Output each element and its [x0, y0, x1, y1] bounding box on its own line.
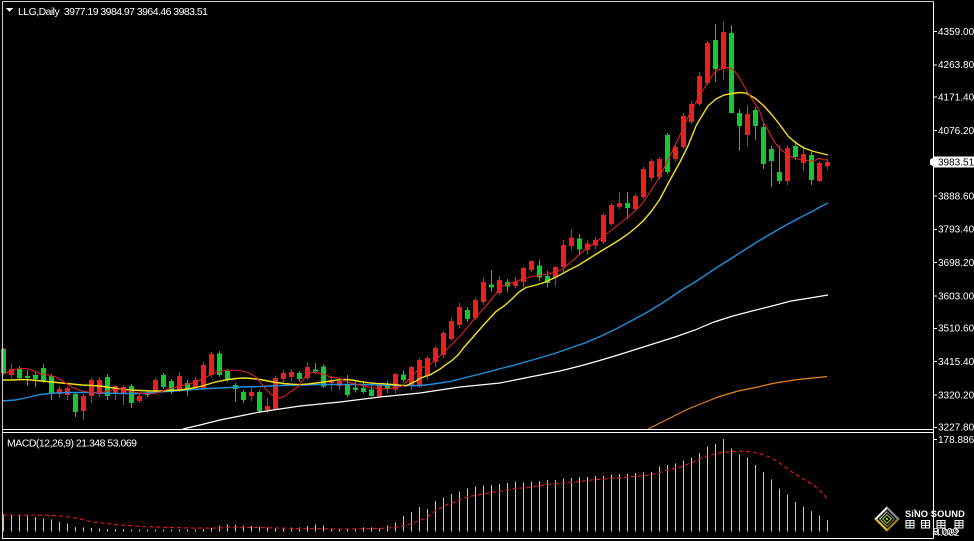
svg-text:3698.20: 3698.20: [938, 258, 974, 269]
svg-text:4171.40: 4171.40: [938, 93, 974, 104]
svg-text:4359.00: 4359.00: [938, 27, 974, 38]
svg-text:3510.60: 3510.60: [938, 324, 974, 335]
svg-text:3415.40: 3415.40: [938, 357, 974, 368]
svg-text:MACD(12,26,9) 21.348 53.069: MACD(12,26,9) 21.348 53.069: [7, 438, 137, 450]
svg-text:LLG,Daily 3977.19 3984.97 396: LLG,Daily 3977.19 3984.97 3964.46 3983.5…: [18, 6, 208, 18]
svg-text:3983.51: 3983.51: [938, 158, 974, 169]
svg-text:4076.20: 4076.20: [938, 126, 974, 137]
svg-text:3320.20: 3320.20: [938, 390, 974, 401]
svg-text:3603.00: 3603.00: [938, 291, 974, 302]
svg-text:4263.80: 4263.80: [938, 60, 974, 71]
svg-text:3793.40: 3793.40: [938, 225, 974, 236]
svg-text:3888.60: 3888.60: [938, 191, 974, 202]
svg-text:178.886: 178.886: [938, 435, 974, 446]
svg-text:3227.80: 3227.80: [938, 423, 974, 434]
svg-text:4.062: 4.062: [935, 528, 960, 539]
svg-text:0.009: 0.009: [933, 527, 958, 538]
svg-text:SiNO SOUND: SiNO SOUND: [905, 509, 965, 519]
